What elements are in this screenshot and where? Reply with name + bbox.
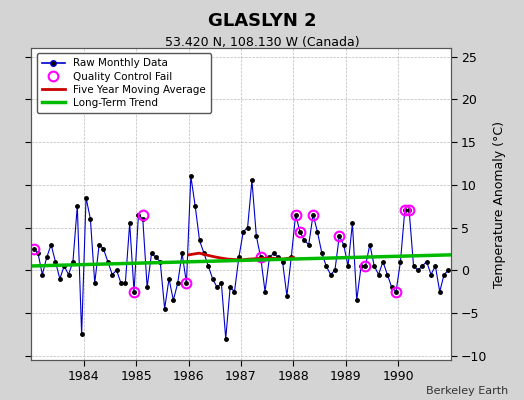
Legend: Raw Monthly Data, Quality Control Fail, Five Year Moving Average, Long-Term Tren: Raw Monthly Data, Quality Control Fail, … [37, 53, 211, 113]
Text: 53.420 N, 108.130 W (Canada): 53.420 N, 108.130 W (Canada) [165, 36, 359, 49]
Text: Berkeley Earth: Berkeley Earth [426, 386, 508, 396]
Y-axis label: Temperature Anomaly (°C): Temperature Anomaly (°C) [493, 120, 506, 288]
Text: GLASLYN 2: GLASLYN 2 [208, 12, 316, 30]
